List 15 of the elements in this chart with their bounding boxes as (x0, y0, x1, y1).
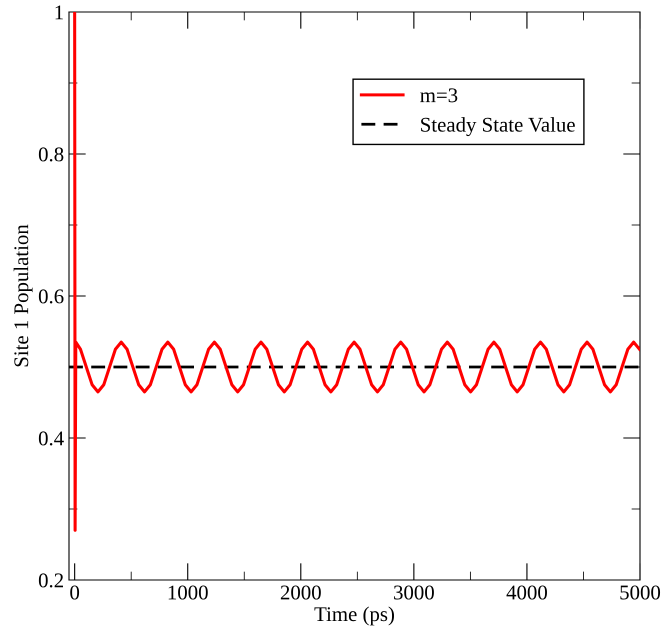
x-tick-label: 2000 (280, 585, 321, 600)
x-tick-label: 5000 (620, 585, 660, 600)
y-tick-label: 0.6 (38, 289, 64, 304)
x-tick-label: 1000 (168, 585, 208, 600)
y-tick-label: 1 (56, 5, 63, 20)
legend-label: Steady State Value (421, 117, 575, 136)
y-tick-label: 0.4 (38, 431, 64, 446)
y-axis-title: Site 1 Population (14, 224, 33, 366)
x-tick-label: 0 (70, 585, 80, 600)
x-axis-title: Time (ps) (314, 606, 394, 626)
x-tick-label: 4000 (506, 585, 547, 600)
y-tick-label: 0.8 (38, 147, 64, 162)
legend-label: m=3 (420, 88, 458, 102)
y-tick-label: 0.2 (38, 573, 63, 588)
x-tick-label: 3000 (394, 585, 434, 600)
